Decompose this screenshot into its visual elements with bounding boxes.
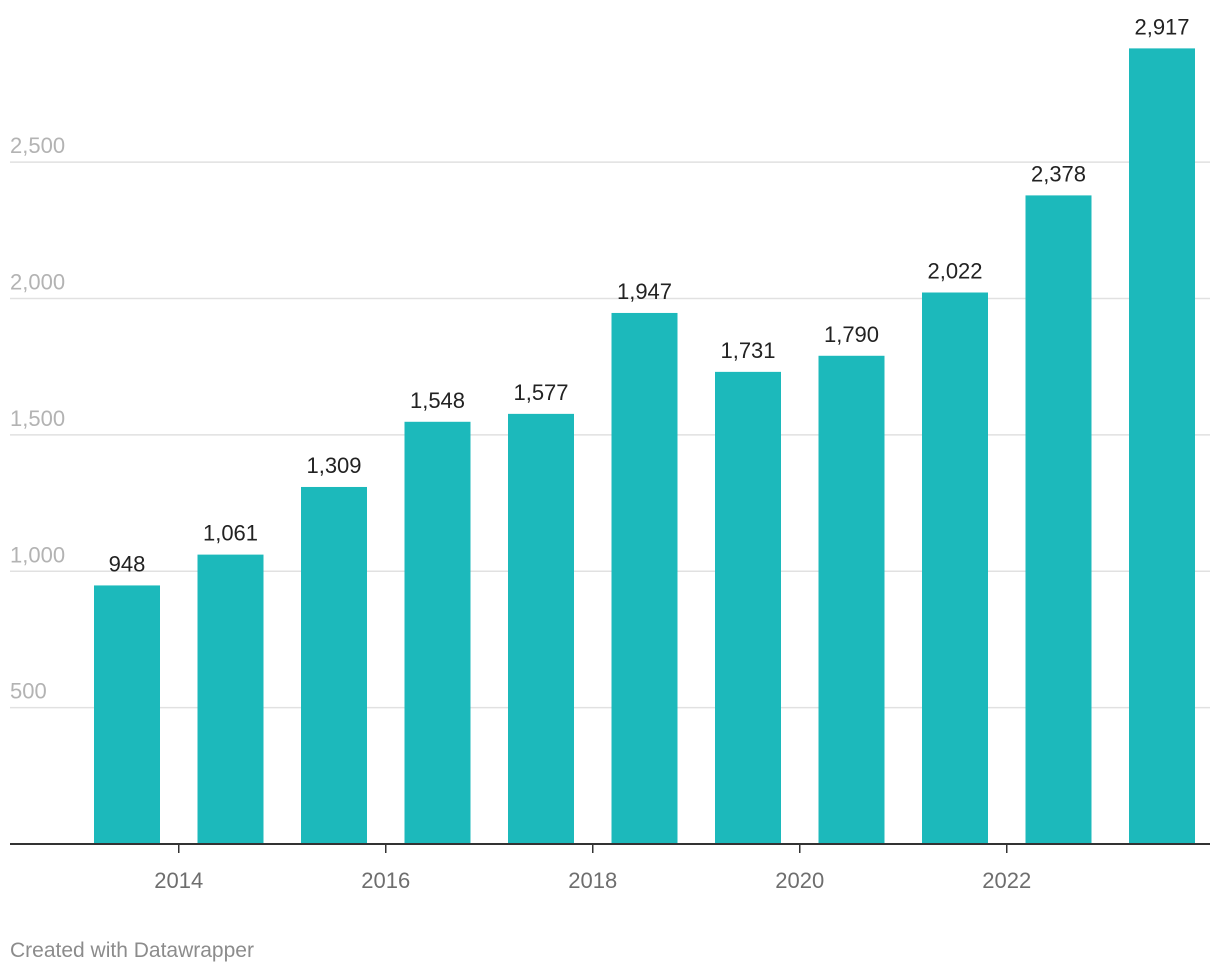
footer-credit: Created with Datawrapper xyxy=(10,939,254,962)
bar xyxy=(1025,195,1092,844)
data-label: 1,731 xyxy=(720,338,775,363)
bar xyxy=(404,421,471,844)
bar xyxy=(1129,48,1195,845)
bars xyxy=(94,48,1195,845)
data-label: 1,548 xyxy=(410,388,465,413)
x-tick-label: 2014 xyxy=(154,868,203,893)
bar xyxy=(197,554,264,844)
x-axis: 2014 2016 2018 2020 2022 xyxy=(10,843,1210,893)
data-label: 948 xyxy=(109,551,146,576)
x-tick-label: 2018 xyxy=(568,868,617,893)
data-label: 2,022 xyxy=(927,258,982,283)
y-tick-label: 500 xyxy=(10,679,47,704)
x-tick-label: 2020 xyxy=(775,868,824,893)
data-label: 2,917 xyxy=(1134,14,1189,39)
x-tick-label: 2016 xyxy=(361,868,410,893)
data-label: 1,061 xyxy=(203,521,258,546)
data-labels: 948 1,061 1,309 1,548 1,577 1,947 1,731 1,790 2,… xyxy=(109,14,1190,576)
y-tick-label: 1,000 xyxy=(10,542,65,567)
bar xyxy=(922,292,988,844)
data-label: 1,309 xyxy=(306,453,361,478)
data-label: 2,378 xyxy=(1031,161,1086,186)
bar xyxy=(508,413,574,844)
bar xyxy=(94,585,160,844)
bar xyxy=(611,312,678,844)
x-tick-label: 2022 xyxy=(982,868,1031,893)
bar xyxy=(301,486,367,844)
data-label: 1,947 xyxy=(617,279,672,304)
data-label: 1,577 xyxy=(513,380,568,405)
y-tick-label: 2,500 xyxy=(10,133,65,158)
y-tick-label: 2,000 xyxy=(10,270,65,295)
y-tick-label: 1,500 xyxy=(10,406,65,431)
bar xyxy=(715,371,781,844)
bar xyxy=(818,355,885,844)
data-label: 1,790 xyxy=(824,322,879,347)
y-axis-tick-labels: 500 1,000 1,500 2,000 2,500 xyxy=(10,133,65,704)
